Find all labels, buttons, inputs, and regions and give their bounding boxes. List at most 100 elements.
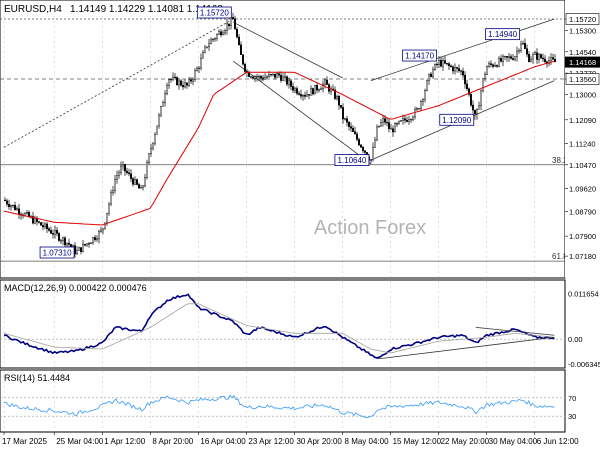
candle-body xyxy=(302,95,305,97)
price-tick-label: 1.10470 xyxy=(569,161,596,170)
candle-body xyxy=(304,95,307,97)
candle-body xyxy=(229,17,232,27)
candle-body xyxy=(58,233,61,241)
candle-body xyxy=(508,56,511,58)
candle-body xyxy=(113,179,116,191)
candle-body xyxy=(83,243,86,246)
candle-body xyxy=(264,77,267,80)
trendline xyxy=(233,21,343,79)
macd-lines xyxy=(3,293,555,359)
candle-body xyxy=(416,108,419,110)
candle-body xyxy=(199,57,202,69)
candle-body xyxy=(123,164,126,172)
candle-body xyxy=(145,162,148,178)
price-annotation-label: 1.14170 xyxy=(405,52,434,61)
candle-body xyxy=(322,83,325,90)
candle-body xyxy=(374,139,377,148)
candle-body xyxy=(454,67,457,72)
candle-body xyxy=(456,67,459,69)
candle-body xyxy=(63,237,66,246)
candle-body xyxy=(536,52,539,60)
candle-body xyxy=(7,203,10,208)
candle-body xyxy=(32,216,35,224)
candle-body xyxy=(346,118,349,123)
candle-body xyxy=(42,225,45,228)
candle-body xyxy=(398,120,401,124)
candle-body xyxy=(300,94,303,97)
candle-body xyxy=(13,204,16,211)
candle-body xyxy=(372,146,375,160)
price-tick-label: 1.15300 xyxy=(569,27,596,36)
rsi-title: RSI(14) 51.4484 xyxy=(4,373,70,383)
macd-tick-label: -0.006345 xyxy=(568,360,600,369)
candle-body xyxy=(370,159,373,161)
candle-body xyxy=(506,56,509,58)
candle-body xyxy=(360,144,363,148)
price-level-tag xyxy=(565,13,600,25)
price-panel: EURUSD,H4 1.14149 1.14229 1.14081 1.1416… xyxy=(0,0,600,279)
candle-body xyxy=(446,63,449,65)
candle-body xyxy=(474,109,477,114)
candle-body xyxy=(197,67,200,69)
candle-body xyxy=(89,242,92,245)
candle-body xyxy=(294,88,297,91)
candle-body xyxy=(440,59,443,67)
candle-body xyxy=(492,64,495,67)
candle-body xyxy=(316,85,319,91)
fib-level-label: 38.2 xyxy=(552,156,568,165)
candle-body xyxy=(292,86,295,91)
candle-body xyxy=(5,200,8,205)
candle-body xyxy=(50,230,53,234)
candle-body xyxy=(225,23,228,31)
candle-body xyxy=(480,90,483,106)
candle-body xyxy=(518,50,521,52)
candle-body xyxy=(504,56,507,58)
candle-body xyxy=(520,43,523,51)
rsi-panel: RSI(14) 51.4484 70 30 xyxy=(0,369,576,433)
candle-body xyxy=(364,150,367,153)
candle-body xyxy=(424,90,427,100)
candle-body xyxy=(71,245,74,247)
candle-body xyxy=(103,222,106,229)
candle-body xyxy=(137,184,140,189)
chart-header-ohlc: 1.14149 1.14229 1.14081 1.14168 xyxy=(70,4,223,15)
candle-body xyxy=(26,212,29,214)
candle-body xyxy=(207,43,210,48)
time-tick-label: 23 Apr 12:00 xyxy=(248,437,294,446)
candle-body xyxy=(436,63,439,65)
candle-body xyxy=(500,58,503,62)
candle-body xyxy=(195,68,198,72)
candle-body xyxy=(193,70,196,80)
candle-body xyxy=(237,36,240,46)
trendline xyxy=(370,18,555,82)
candle-body xyxy=(348,122,351,127)
price-tick-label: 1.07180 xyxy=(569,252,596,261)
candle-body xyxy=(488,63,491,67)
time-tick-label: 6 Jun 12:00 xyxy=(537,437,579,446)
price-tick-label: 1.11240 xyxy=(569,139,596,148)
candle-body xyxy=(107,203,110,214)
macd-title: MACD(12,26,9) 0.000422 0.000476 xyxy=(4,283,147,293)
macd-y-axis: 0.011654 0.00 -0.006345 xyxy=(568,289,600,369)
candle-body xyxy=(125,170,128,173)
macd-trendlines xyxy=(377,327,555,360)
candle-body xyxy=(318,89,321,91)
price-tick-label: 1.08790 xyxy=(569,207,596,216)
rsi-tick-label: 70 xyxy=(568,394,576,403)
price-panel-frame xyxy=(0,0,566,279)
time-tick-label: 1 Apr 12:00 xyxy=(104,437,145,446)
candle-body xyxy=(227,23,230,27)
candle-body xyxy=(382,118,385,123)
candle-body xyxy=(235,28,238,38)
price-annotation-label: 1.10640 xyxy=(337,156,366,165)
candle-body xyxy=(67,242,70,245)
candle-body xyxy=(478,105,481,110)
candle-body xyxy=(392,128,395,133)
candle-body xyxy=(306,94,309,97)
candle-body xyxy=(131,178,134,185)
candle-body xyxy=(554,59,557,63)
price-annotation-label: 1.15720 xyxy=(200,8,229,17)
candle-body xyxy=(470,94,473,106)
candle-body xyxy=(65,242,68,246)
price-tick-label: 1.09620 xyxy=(569,184,596,193)
